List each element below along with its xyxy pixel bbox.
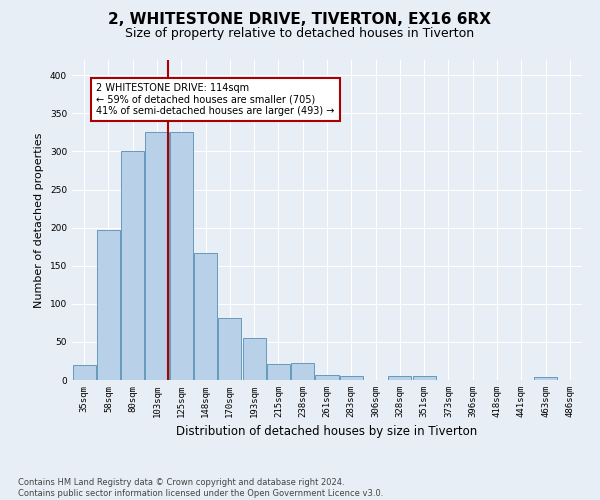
Bar xyxy=(170,132,193,380)
Bar xyxy=(242,338,266,380)
Text: 2, WHITESTONE DRIVE, TIVERTON, EX16 6RX: 2, WHITESTONE DRIVE, TIVERTON, EX16 6RX xyxy=(109,12,491,28)
Y-axis label: Number of detached properties: Number of detached properties xyxy=(34,132,44,308)
Bar xyxy=(145,132,169,380)
Bar xyxy=(267,364,290,380)
Bar xyxy=(73,365,95,380)
Bar xyxy=(194,253,217,380)
Bar xyxy=(121,152,144,380)
Bar xyxy=(316,374,338,380)
Bar xyxy=(218,318,241,380)
Text: 2 WHITESTONE DRIVE: 114sqm
← 59% of detached houses are smaller (705)
41% of sem: 2 WHITESTONE DRIVE: 114sqm ← 59% of deta… xyxy=(96,83,335,116)
Bar xyxy=(97,230,120,380)
Text: Contains HM Land Registry data © Crown copyright and database right 2024.
Contai: Contains HM Land Registry data © Crown c… xyxy=(18,478,383,498)
Bar xyxy=(413,376,436,380)
Bar xyxy=(340,376,363,380)
Bar xyxy=(291,363,314,380)
X-axis label: Distribution of detached houses by size in Tiverton: Distribution of detached houses by size … xyxy=(176,426,478,438)
Bar xyxy=(534,377,557,380)
Bar xyxy=(388,376,412,380)
Text: Size of property relative to detached houses in Tiverton: Size of property relative to detached ho… xyxy=(125,28,475,40)
